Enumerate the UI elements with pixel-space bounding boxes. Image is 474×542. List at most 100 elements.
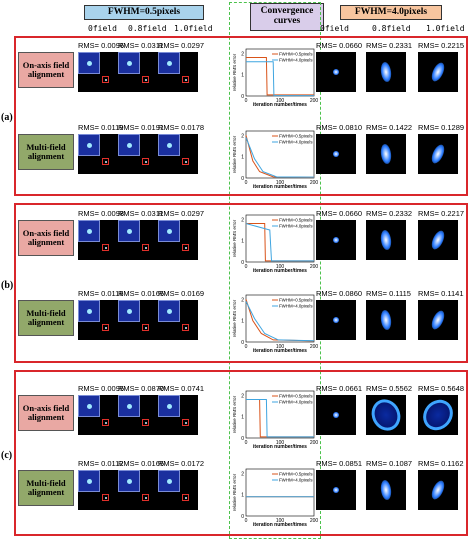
spot [87, 143, 92, 148]
spot-diagram-thumbnail [118, 470, 158, 510]
y-tick-label: 2 [241, 471, 244, 477]
rms-value: RMS= 0.1289 [418, 123, 465, 132]
spot [333, 317, 339, 323]
spot-diagram-thumbnail [418, 470, 458, 510]
rms-value: RMS= 0.0851 [316, 459, 363, 468]
section-a-frame [14, 36, 468, 196]
spot [87, 479, 92, 484]
spot-diagram-thumbnail [78, 134, 118, 174]
rms-value: RMS= 0.0297 [158, 209, 205, 218]
series-line [245, 137, 315, 178]
y-tick-label: 0 [241, 260, 244, 266]
spot [145, 497, 147, 499]
y-tick-label: 2 [241, 217, 244, 223]
y-tick-label: 1 [241, 493, 244, 499]
spot [185, 497, 187, 499]
spot [87, 229, 92, 234]
zoom-region-box [142, 244, 149, 251]
spot [333, 487, 339, 493]
spot [105, 422, 107, 424]
plot-axes-frame [245, 468, 315, 517]
spot [145, 422, 147, 424]
x-axis-label: iteration number/times [253, 444, 307, 450]
legend-entry: FWHM=4.0pixels [279, 400, 313, 405]
zoom-inset [158, 395, 180, 417]
spot [429, 308, 447, 332]
spot [167, 309, 172, 314]
rms-value: RMS= 0.1115 [366, 289, 411, 298]
y-tick-label: 2 [241, 51, 244, 57]
x-axis-label: iteration number/times [253, 184, 307, 190]
series-line [245, 301, 315, 342]
series-line [246, 61, 314, 97]
left-field-label: 0field [88, 24, 117, 33]
rms-value: RMS= 0.0660 [316, 41, 363, 50]
rms-value: RMS= 0.0311 [118, 209, 164, 218]
spot-diagram-thumbnail [316, 52, 356, 92]
rms-value: RMS= 0.0660 [316, 209, 363, 218]
rms-value: RMS= 0.1087 [366, 459, 413, 468]
convergence-plot: 0 100 200 0 1 2 iteration number/times relative… [232, 390, 318, 450]
x-axis-label: iteration number/times [253, 522, 307, 528]
zoom-inset [118, 395, 140, 417]
zoom-inset [158, 470, 180, 492]
spot [127, 143, 132, 148]
legend-entry: FWHM=0.5pixels [279, 298, 313, 303]
rms-value: RMS= 0.0870 [118, 384, 165, 393]
rms-value: RMS= 0.1141 [418, 289, 464, 298]
spot [429, 60, 447, 84]
spot-diagram-thumbnail [418, 395, 458, 435]
plot-axes-frame [245, 390, 315, 439]
spot-diagram-thumbnail [158, 395, 198, 435]
spot-diagram-thumbnail [366, 470, 406, 510]
spot [185, 247, 187, 249]
spot [127, 309, 132, 314]
y-tick-label: 1 [241, 239, 244, 245]
spot [145, 247, 147, 249]
legend-entry: FWHM=0.5pixels [279, 394, 313, 399]
rms-value: RMS= 0.2217 [418, 209, 465, 218]
zoom-region-box [102, 494, 109, 501]
legend-entry: FWHM=4.0pixels [279, 140, 313, 145]
zoom-region-box [102, 244, 109, 251]
plot-axes-frame [245, 214, 315, 263]
zoom-region-box [142, 76, 149, 83]
y-tick-label: 1 [241, 319, 244, 325]
convergence-plot: 0 100 200 0 1 2 iteration number/times relative… [232, 130, 318, 190]
zoom-inset [158, 52, 180, 74]
spot [105, 247, 107, 249]
x-tick-label: 200 [310, 264, 318, 270]
y-tick-label: 2 [241, 393, 244, 399]
rms-value: RMS= 0.2215 [418, 41, 465, 50]
zoom-inset [158, 300, 180, 322]
spot [167, 143, 172, 148]
rms-value: RMS= 0.0119 [78, 123, 124, 132]
right-field-label: 0field [320, 24, 349, 33]
x-tick-label: 200 [310, 180, 318, 186]
zoom-inset [118, 52, 140, 74]
spot [127, 404, 132, 409]
convergence-plot: 0 100 200 0 1 2 iteration number/times relative… [232, 468, 318, 528]
zoom-inset [118, 220, 140, 242]
spot-diagram-thumbnail [418, 134, 458, 174]
spot-diagram-thumbnail [78, 395, 118, 435]
legend-entry: FWHM=0.5pixels [279, 218, 313, 223]
spot-diagram-thumbnail [118, 395, 158, 435]
spot [379, 479, 393, 501]
spot [333, 412, 339, 418]
zoom-region-box [182, 76, 189, 83]
zoom-region-box [182, 494, 189, 501]
spot [145, 161, 147, 163]
spot-diagram-thumbnail [118, 220, 158, 260]
spot-diagram-thumbnail [118, 134, 158, 174]
y-tick-label: 0 [241, 176, 244, 182]
y-tick-label: 0 [241, 514, 244, 520]
spot [105, 161, 107, 163]
x-tick-label: 0 [245, 518, 248, 524]
spot [87, 309, 92, 314]
spot [429, 142, 447, 166]
x-tick-label: 200 [310, 344, 318, 350]
zoom-inset [158, 134, 180, 156]
spot [379, 309, 393, 331]
y-axis-label: relative RMS error [232, 395, 237, 433]
